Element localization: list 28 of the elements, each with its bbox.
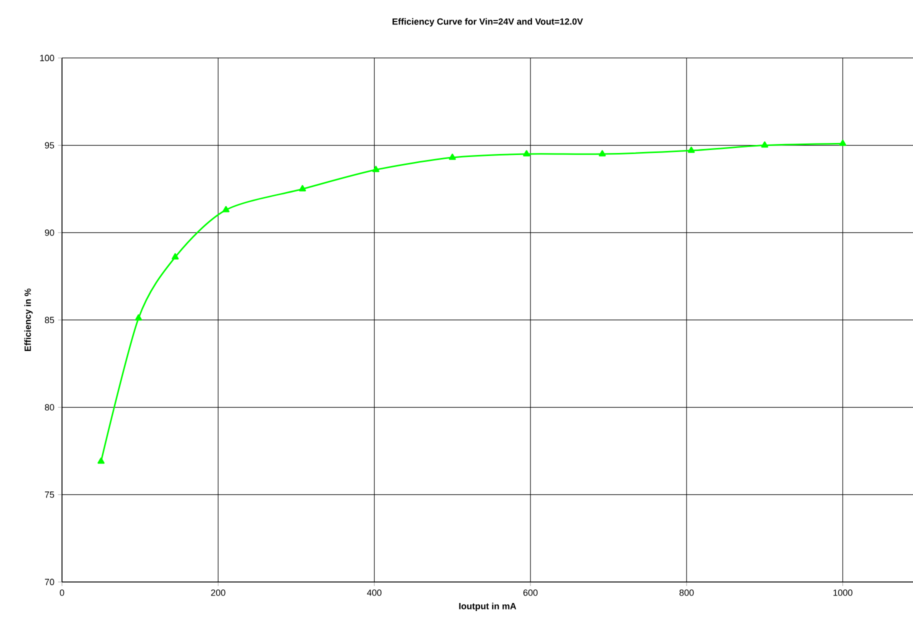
y-tick-label: 70 — [44, 578, 54, 586]
point — [98, 458, 105, 464]
point — [839, 140, 846, 146]
y-tick-label: 95 — [44, 142, 54, 148]
point — [372, 166, 380, 172]
point — [222, 206, 230, 212]
x-tick-label: 800 — [680, 590, 694, 596]
point — [598, 150, 606, 156]
y-tick-label: 100 — [40, 54, 54, 62]
y-tick-label: 75 — [44, 492, 54, 498]
point — [298, 185, 306, 192]
point — [761, 141, 768, 148]
point — [172, 253, 179, 260]
y-tick-label: 85 — [44, 316, 54, 324]
chart-title: Efficiency Curve for Vin=24V and Vout=12.0V — [392, 18, 583, 26]
point — [523, 150, 530, 156]
y-tick-label: 80 — [44, 404, 54, 410]
point — [688, 146, 695, 153]
y-axis-title: Efficiency in % — [24, 288, 33, 352]
x-tick-label: 600 — [523, 590, 538, 596]
x-tick-label: 200 — [211, 590, 226, 596]
x-tick-label: 0 — [60, 590, 64, 596]
y-tick-label: 90 — [44, 229, 54, 236]
point — [135, 314, 142, 321]
x-tick-label: 400 — [367, 590, 382, 596]
x-tick-label: 1000 — [833, 590, 852, 596]
point — [448, 154, 456, 160]
x-axis-title: Ioutput in mA — [459, 602, 516, 612]
